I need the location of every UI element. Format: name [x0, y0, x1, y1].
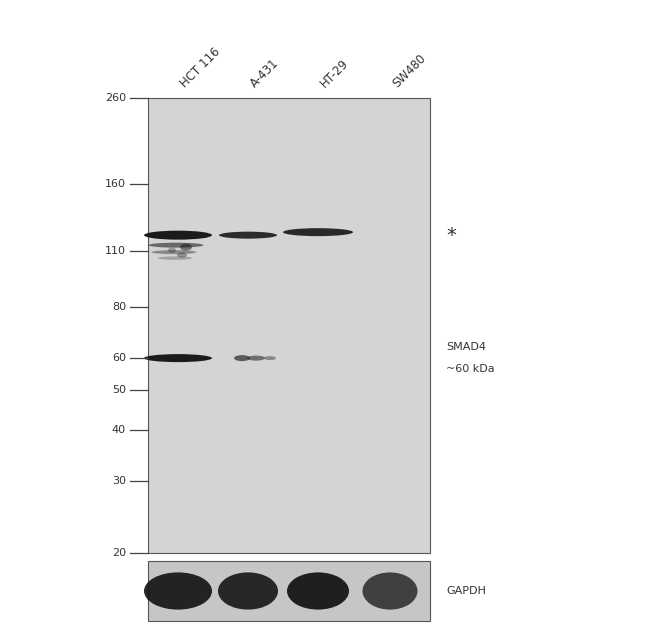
Ellipse shape [144, 230, 212, 240]
Text: 160: 160 [105, 179, 126, 189]
Text: 20: 20 [112, 548, 126, 558]
Ellipse shape [363, 572, 417, 610]
Text: A-431: A-431 [248, 56, 281, 90]
Ellipse shape [157, 256, 192, 260]
Ellipse shape [247, 356, 265, 361]
Ellipse shape [144, 354, 212, 362]
Text: GAPDH: GAPDH [446, 586, 486, 596]
Bar [148, 98, 430, 553]
Text: HT-29: HT-29 [318, 56, 352, 90]
Text: HCT 116: HCT 116 [178, 45, 223, 90]
Ellipse shape [148, 242, 203, 248]
Ellipse shape [218, 572, 278, 610]
Ellipse shape [219, 232, 277, 239]
Text: 30: 30 [112, 476, 126, 486]
Ellipse shape [234, 355, 250, 361]
Bar [148, 561, 430, 621]
Text: ~60 kDa: ~60 kDa [446, 364, 495, 374]
Ellipse shape [144, 572, 212, 610]
Text: 80: 80 [112, 302, 126, 312]
Ellipse shape [264, 356, 276, 360]
Text: SW480: SW480 [390, 52, 428, 90]
Ellipse shape [287, 572, 349, 610]
Text: 50: 50 [112, 385, 126, 396]
Ellipse shape [177, 253, 187, 258]
Ellipse shape [168, 248, 176, 253]
Text: *: * [446, 225, 456, 245]
Ellipse shape [151, 250, 196, 254]
Text: 110: 110 [105, 246, 126, 256]
Ellipse shape [283, 228, 353, 236]
Text: SMAD4: SMAD4 [446, 342, 486, 352]
Text: 60: 60 [112, 353, 126, 363]
Text: 260: 260 [105, 93, 126, 103]
Text: 40: 40 [112, 425, 126, 435]
Ellipse shape [180, 244, 192, 251]
